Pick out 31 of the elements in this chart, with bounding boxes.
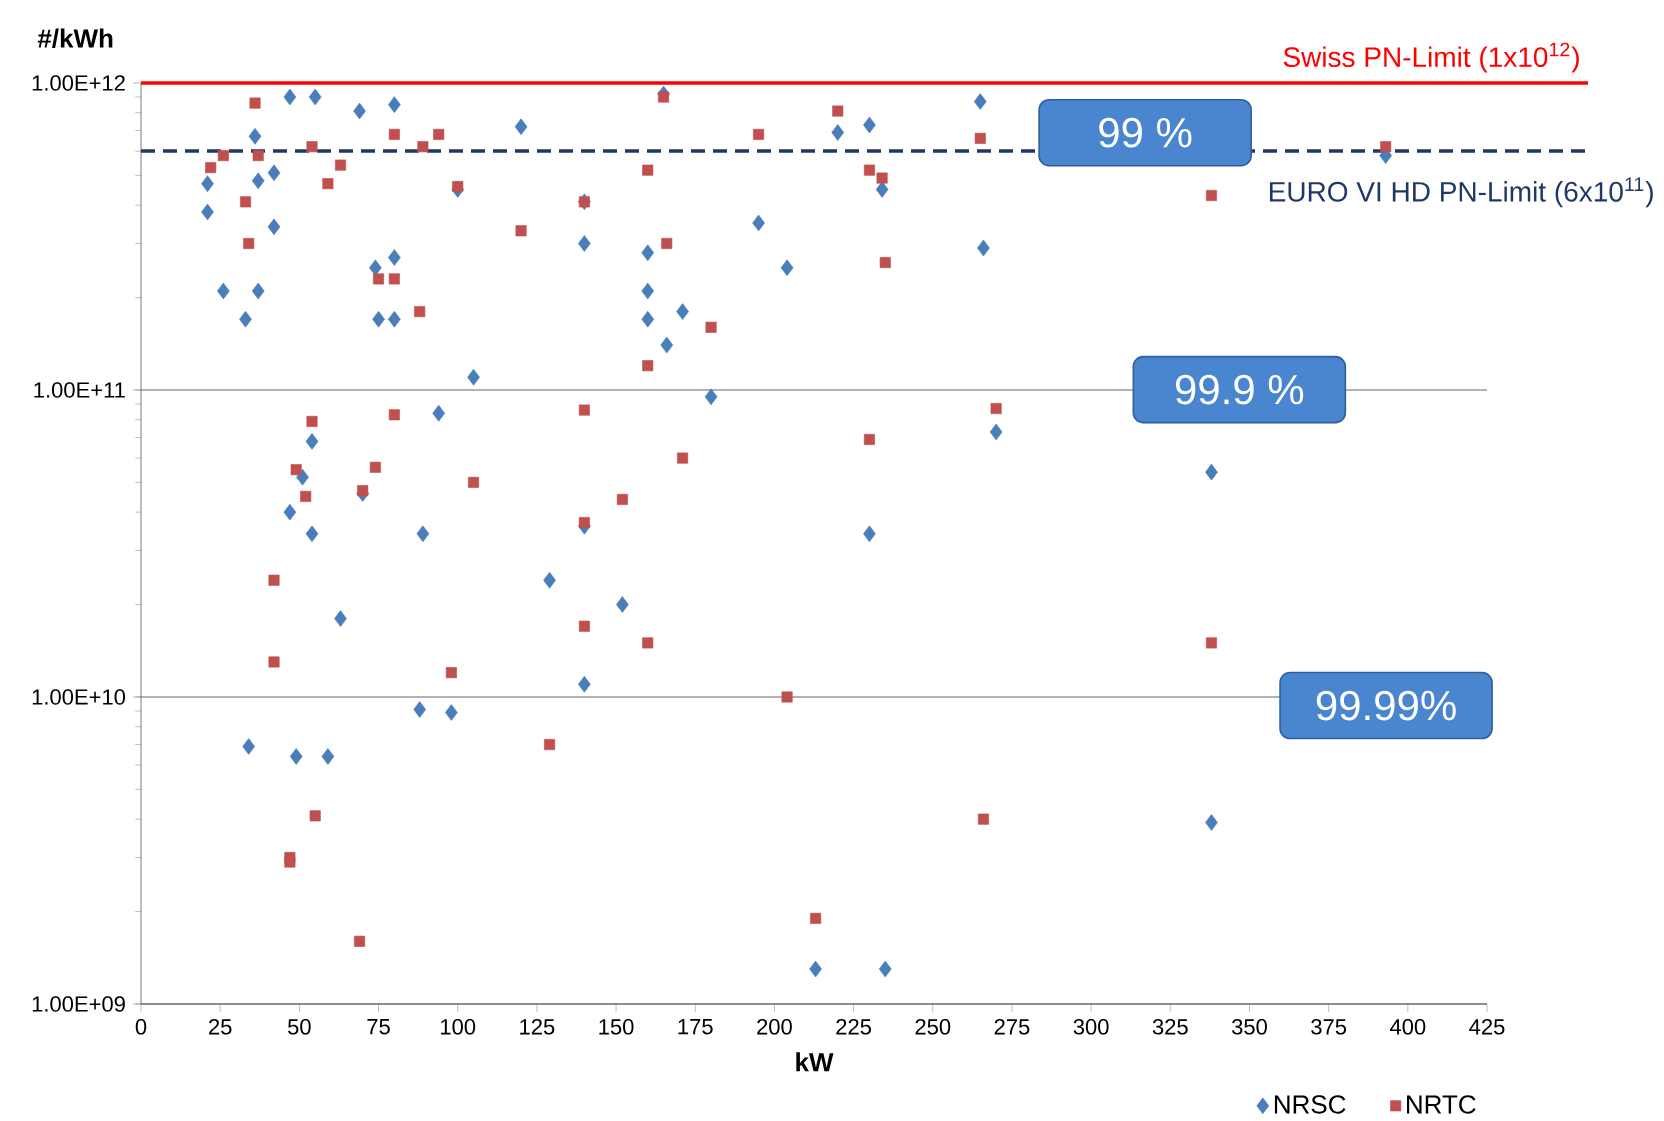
x-tick-label: 400	[1389, 1019, 1426, 1035]
x-tick-label: 0	[135, 1019, 147, 1035]
ref-line-label: EURO VI HD PN-Limit (6x10$^{11}$)	[1269, 177, 1653, 208]
x-tick-label: 50	[288, 1019, 311, 1035]
annotation: 99.99%	[1316, 690, 1456, 721]
x-tick-label: 350	[1231, 1019, 1267, 1035]
legend-label: NRSC	[1274, 1095, 1346, 1114]
ref-line-label: Swiss PN-Limit (1x10$^{12}$)	[1283, 42, 1579, 73]
annotation: 99.9 %	[1175, 374, 1304, 405]
x-tick-label: 25	[209, 1019, 232, 1035]
x-tick-label: 275	[994, 1019, 1030, 1035]
y-tick-label: 1.00E+11	[34, 382, 125, 398]
x-tick-label: 225	[836, 1019, 871, 1035]
annotation: 99 %	[1099, 117, 1192, 148]
x-tick-label: 375	[1311, 1019, 1347, 1035]
x-tick-label: 125	[520, 1019, 555, 1035]
x-tick-label: 200	[757, 1019, 792, 1035]
y-tick-label: 1.00E+12	[32, 75, 125, 91]
x-tick-label: 425	[1469, 1019, 1505, 1035]
x-axis-title: kW	[796, 1052, 834, 1072]
y-tick-label: 1.00E+10	[32, 689, 126, 705]
x-tick-label: 325	[1152, 1019, 1188, 1035]
y-axis-title: #/kWh	[37, 28, 113, 48]
x-tick-label: 150	[599, 1019, 634, 1035]
y-tick-label: 1.00E+09	[32, 996, 125, 1012]
x-tick-label: 100	[441, 1019, 476, 1035]
x-tick-label: 250	[915, 1019, 951, 1035]
legend-label: NRTC	[1407, 1095, 1476, 1114]
x-tick-label: 75	[367, 1019, 390, 1035]
x-tick-label: 175	[678, 1019, 713, 1035]
x-tick-label: 300	[1073, 1019, 1109, 1035]
